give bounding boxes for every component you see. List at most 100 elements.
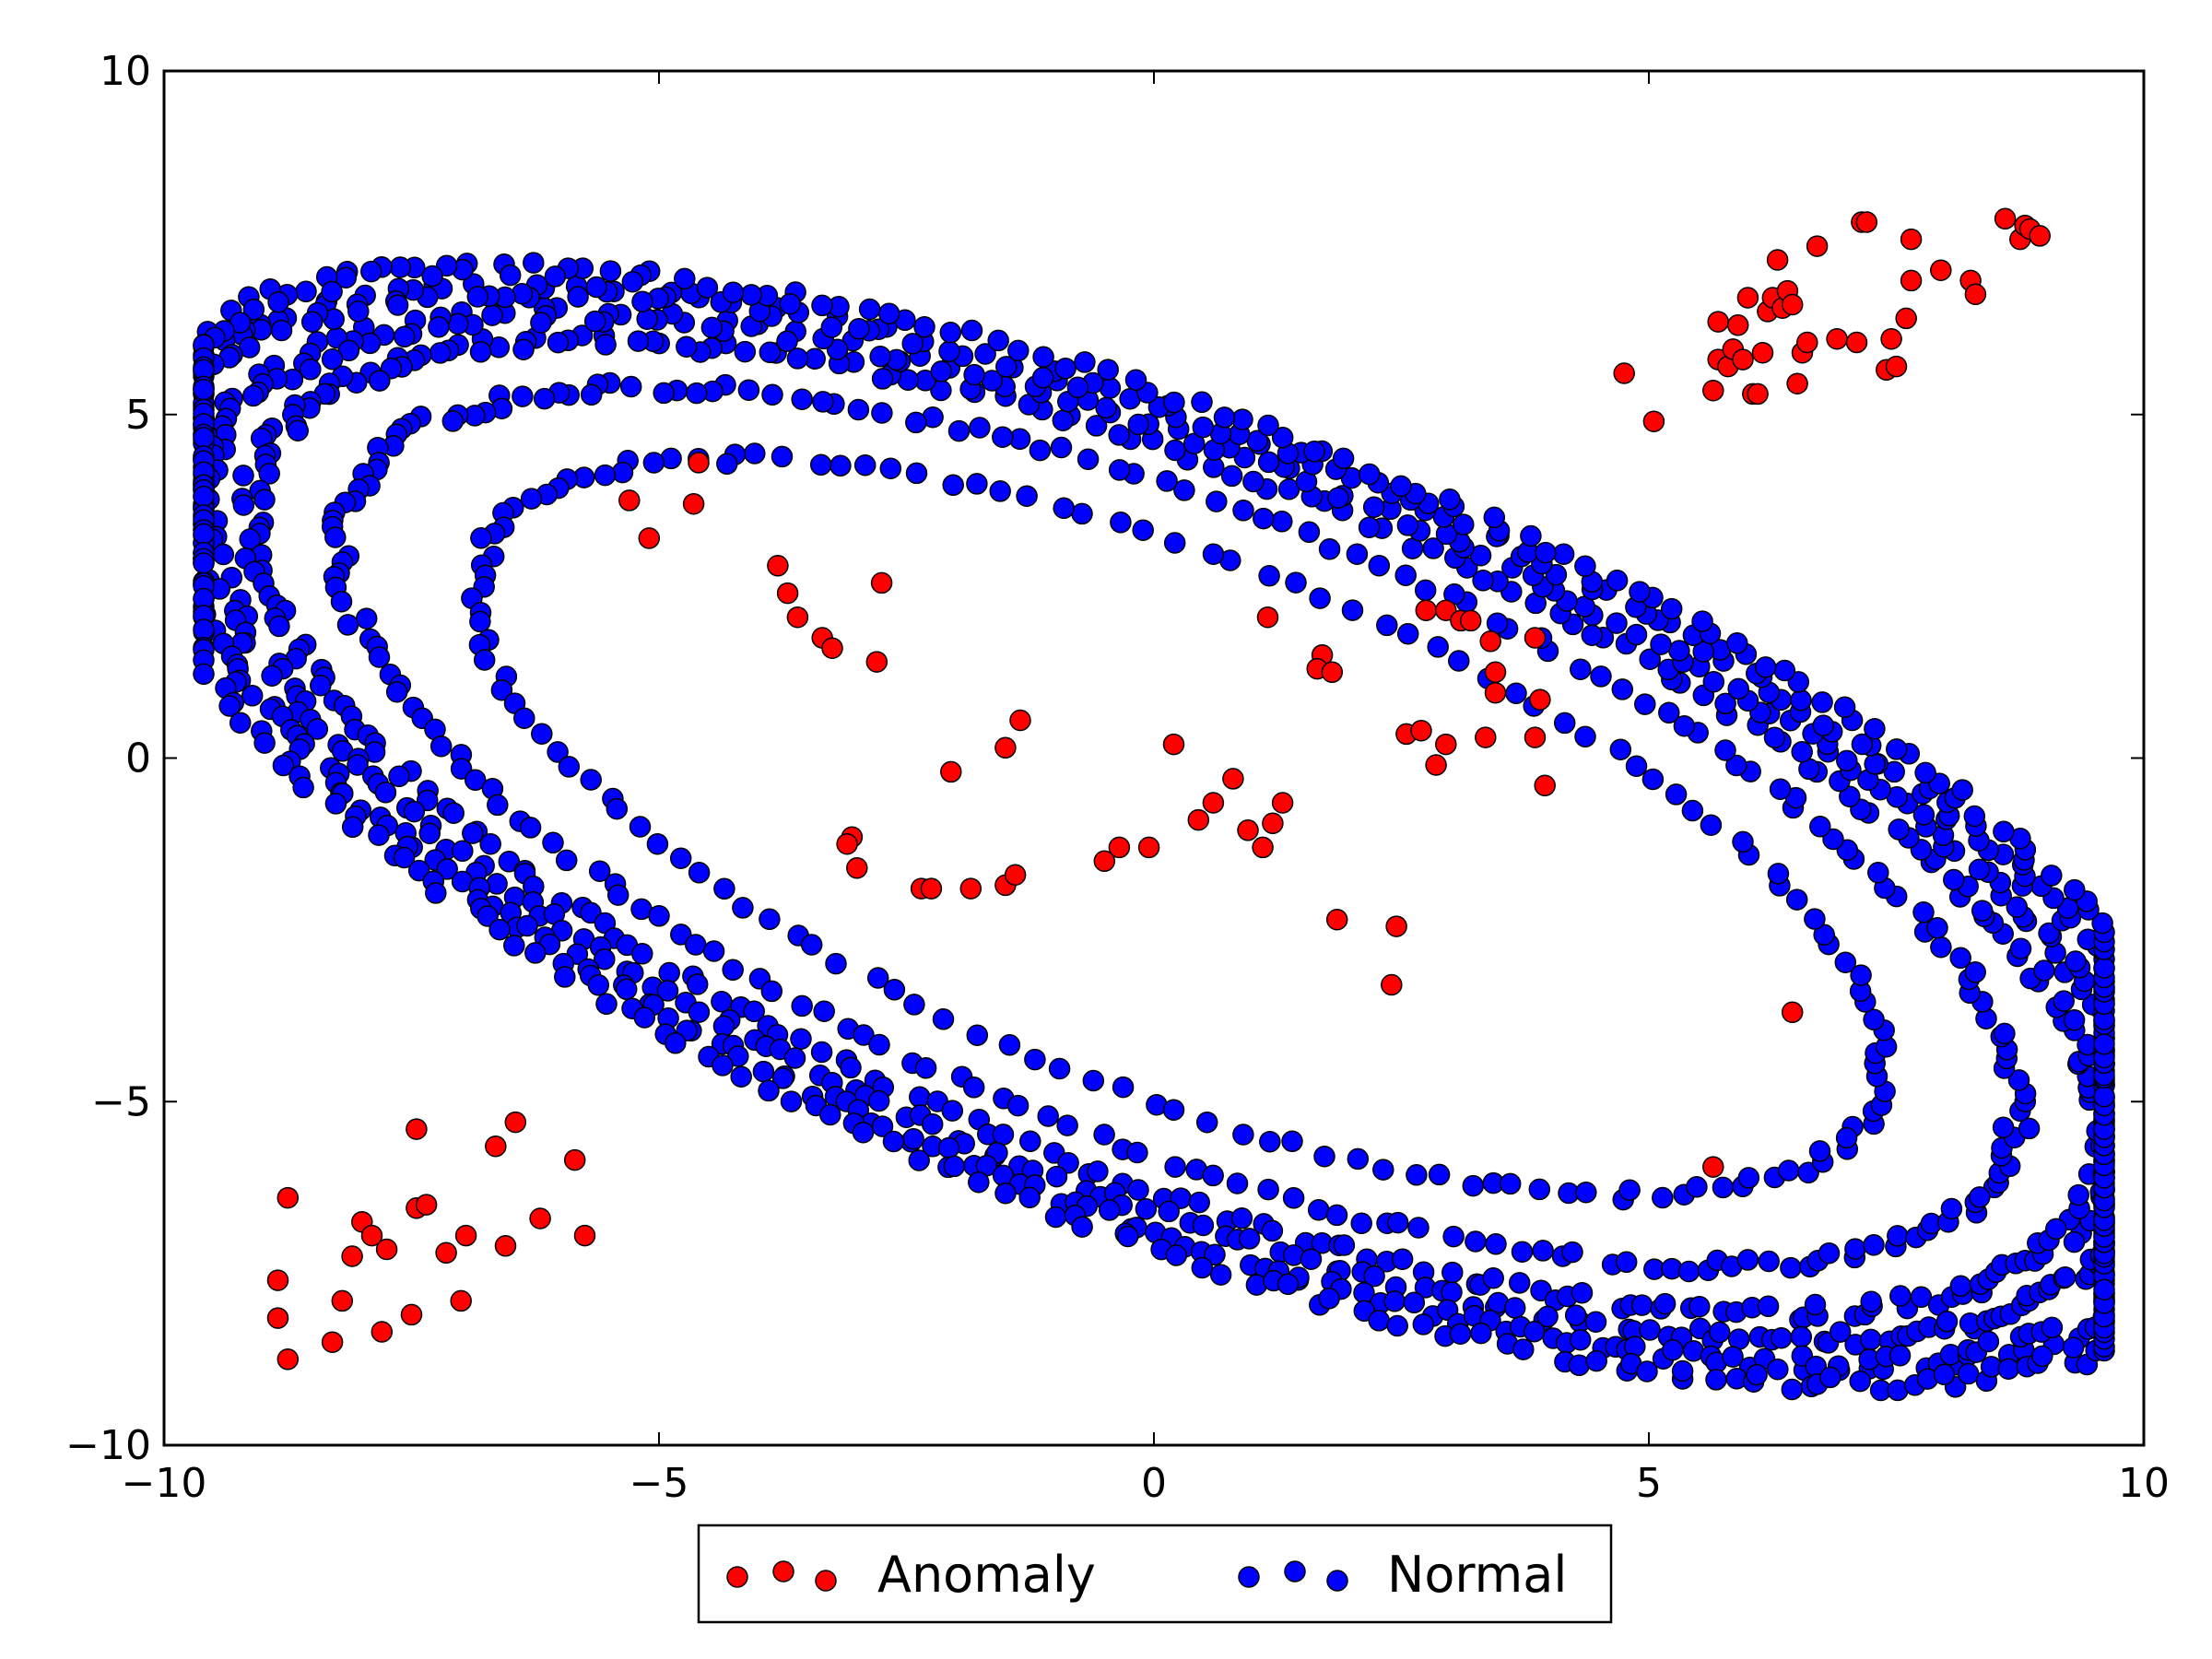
anomaly-point xyxy=(1747,382,1769,406)
normal-point xyxy=(847,398,870,421)
normal-point xyxy=(1261,1219,1284,1242)
anomaly-point xyxy=(1702,379,1724,402)
normal-point xyxy=(1722,1346,1744,1368)
normal-point xyxy=(1808,1140,1831,1162)
x-tick-label: 10 xyxy=(2118,1460,2170,1507)
legend-anomaly-label: Anomaly xyxy=(877,1546,1096,1604)
normal-point xyxy=(1511,1241,1534,1263)
normal-point xyxy=(903,994,925,1016)
normal-point xyxy=(914,1057,937,1079)
normal-point xyxy=(1812,714,1835,736)
normal-point xyxy=(300,311,324,333)
normal-point xyxy=(1668,640,1690,662)
legend-normal-label: Normal xyxy=(1387,1546,1567,1604)
normal-point xyxy=(1992,1116,2015,1138)
normal-point xyxy=(621,270,644,293)
normal-point xyxy=(869,346,891,368)
normal-point xyxy=(2091,912,2113,935)
normal-point xyxy=(2038,922,2060,945)
anomaly-point xyxy=(1855,211,1878,233)
normal-point xyxy=(1889,1285,1912,1307)
normal-point xyxy=(1396,514,1419,536)
normal-point xyxy=(1449,1323,1472,1345)
y-tick-label: 0 xyxy=(125,735,151,782)
normal-point xyxy=(1864,753,1886,775)
normal-point xyxy=(270,319,293,342)
normal-point xyxy=(1386,1211,1409,1234)
normal-point xyxy=(656,980,679,1002)
normal-point xyxy=(1095,396,1117,419)
normal-point xyxy=(686,382,708,405)
normal-point xyxy=(761,383,783,406)
anomaly-point xyxy=(1381,973,1403,996)
normal-point xyxy=(1949,947,1971,970)
normal-point xyxy=(523,252,545,274)
normal-point xyxy=(1571,1281,1594,1304)
normal-point xyxy=(905,462,928,485)
normal-point xyxy=(674,267,696,290)
normal-point xyxy=(1940,1197,1963,1220)
normal-point xyxy=(882,1130,905,1153)
normal-point xyxy=(1465,1230,1487,1253)
normal-point xyxy=(1258,565,1280,587)
normal-point xyxy=(1994,1022,2016,1045)
anomaly-point xyxy=(1726,314,1749,336)
normal-point xyxy=(547,741,569,763)
normal-point xyxy=(2063,1008,2086,1031)
normal-point xyxy=(1714,692,1736,715)
normal-point xyxy=(1609,738,1632,760)
anomaly-point xyxy=(1736,287,1759,309)
normal-point xyxy=(1532,1240,1554,1262)
anomaly-series xyxy=(266,207,2051,1371)
normal-point xyxy=(1482,1267,1504,1289)
normal-point xyxy=(1625,755,1648,777)
anomaly-point xyxy=(1484,681,1507,704)
normal-point xyxy=(686,973,709,995)
normal-point xyxy=(1625,623,1648,646)
normal-point xyxy=(1097,359,1119,381)
normal-point xyxy=(1606,570,1629,592)
normal-point xyxy=(1887,1225,1909,1247)
normal-point xyxy=(464,769,487,792)
normal-point xyxy=(393,846,416,869)
normal-point xyxy=(743,1000,765,1023)
normal-point xyxy=(1050,436,1073,459)
normal-point xyxy=(758,1079,780,1102)
y-tick-label: −10 xyxy=(65,1422,151,1469)
normal-point xyxy=(1818,1241,1841,1265)
anomaly-point xyxy=(2029,225,2051,247)
normal-point xyxy=(1767,863,1790,885)
normal-point xyxy=(2041,865,2063,887)
anomaly-point xyxy=(529,1207,551,1230)
normal-point xyxy=(469,610,491,633)
normal-point xyxy=(324,793,347,815)
normal-point xyxy=(1726,632,1748,654)
normal-point xyxy=(1386,1314,1408,1337)
normal-point xyxy=(341,816,364,839)
normal-point xyxy=(1714,739,1736,761)
normal-point xyxy=(629,816,652,838)
normal-point xyxy=(716,453,738,476)
normal-point xyxy=(1209,1264,1232,1286)
normal-point xyxy=(1851,733,1874,756)
normal-point xyxy=(1032,346,1054,369)
normal-point xyxy=(2067,1183,2089,1206)
normal-point xyxy=(512,385,534,407)
normal-point xyxy=(242,384,265,407)
normal-point xyxy=(1804,1293,1827,1316)
normal-point xyxy=(819,1103,841,1126)
anomaly-point xyxy=(767,555,789,577)
normal-point xyxy=(937,1136,960,1159)
normal-point xyxy=(2006,896,2029,918)
normal-point xyxy=(1636,1360,1658,1382)
anomaly-point xyxy=(1262,812,1284,835)
normal-point xyxy=(848,317,870,340)
normal-point xyxy=(1230,1207,1253,1230)
normal-point xyxy=(905,411,927,434)
normal-point xyxy=(627,330,650,352)
normal-point xyxy=(1770,1326,1793,1349)
normal-point xyxy=(2093,1278,2115,1301)
anomaly-point xyxy=(846,857,868,879)
normal-series xyxy=(193,252,2115,1402)
normal-point xyxy=(193,426,215,449)
